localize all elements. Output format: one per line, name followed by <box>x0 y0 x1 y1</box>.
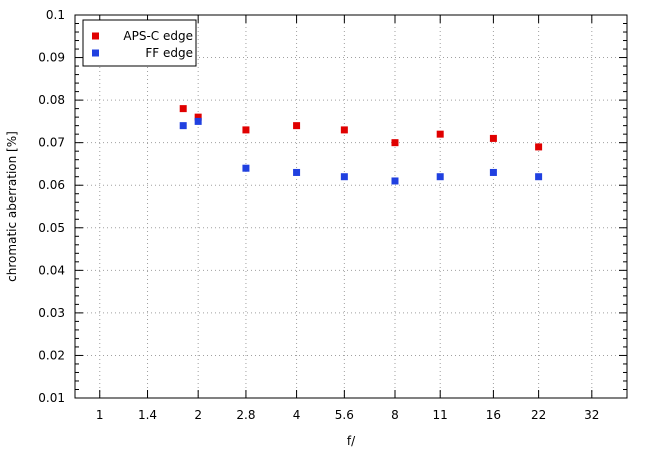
legend-label: APS-C edge <box>123 29 193 43</box>
axes-layer: 0.01 0.02 0.03 0.04 0.05 0.06 0.07 0.08 0.09 0.1 1… <box>38 8 628 422</box>
data-point <box>293 168 301 176</box>
y-tick-label: 0.05 <box>38 221 65 235</box>
y-tick-label: 0.06 <box>38 178 65 192</box>
legend-marker <box>92 49 99 57</box>
y-tick-label: 0.04 <box>38 263 65 277</box>
y-tick-label: 0.1 <box>46 8 65 22</box>
data-point <box>242 126 250 134</box>
x-axis-label: f/ <box>347 434 356 448</box>
legend-label: FF edge <box>145 46 193 60</box>
data-point <box>436 173 444 181</box>
x-tick-label: 8 <box>391 408 399 422</box>
y-tick-label: 0.02 <box>38 348 65 362</box>
points-layer <box>179 105 543 185</box>
data-point <box>340 126 348 134</box>
x-tick-label: 32 <box>584 408 599 422</box>
y-tick-label: 0.09 <box>38 51 65 65</box>
data-point <box>489 134 497 142</box>
data-point <box>194 113 202 121</box>
data-point <box>179 105 187 113</box>
legend-box <box>82 19 197 67</box>
y-axis-label: chromatic aberration [%] <box>5 131 19 282</box>
data-point <box>340 173 348 181</box>
y-tick-label: 0.08 <box>38 93 65 107</box>
data-point <box>242 164 250 172</box>
plot-frame <box>74 14 628 399</box>
data-point <box>391 139 399 147</box>
x-tick-label: 4 <box>293 408 301 422</box>
data-point <box>194 117 202 125</box>
data-point <box>179 122 187 130</box>
legend: APS-C edge FF edge <box>82 19 197 67</box>
y-tick-label: 0.03 <box>38 306 65 320</box>
y-tick-label: 0.07 <box>38 136 65 150</box>
x-tick-label: 1 <box>96 408 104 422</box>
data-point <box>293 122 301 130</box>
x-tick-label: 11 <box>433 408 448 422</box>
grid-layer <box>75 15 627 398</box>
x-tick-label: 2 <box>194 408 202 422</box>
data-point <box>436 130 444 138</box>
x-tick-label: 2.8 <box>236 408 255 422</box>
x-tick-label: 5.6 <box>335 408 354 422</box>
legend-marker <box>92 32 99 40</box>
x-tick-label: 1.4 <box>138 408 157 422</box>
data-point <box>535 173 543 181</box>
data-point <box>489 168 497 176</box>
x-tick-label: 22 <box>531 408 546 422</box>
y-tick-label: 0.01 <box>38 391 65 405</box>
data-point <box>391 177 399 185</box>
data-point <box>535 143 543 151</box>
x-tick-label: 16 <box>486 408 501 422</box>
